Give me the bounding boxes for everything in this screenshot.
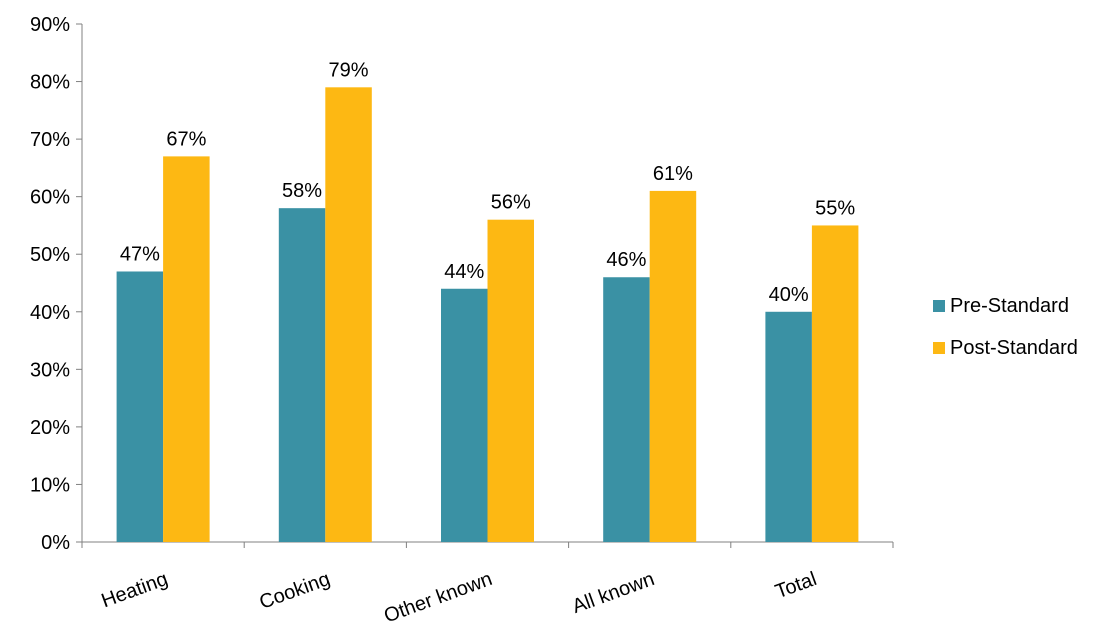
legend-swatch — [933, 342, 945, 354]
bars — [116, 87, 859, 543]
y-tick-label: 40% — [30, 302, 70, 324]
legend-label: Pre-Standard — [950, 295, 1069, 317]
bar-post-standard — [487, 219, 534, 542]
x-axis: Heating Cooking Other known All known Total — [81, 541, 894, 627]
y-tick-label: 10% — [30, 474, 70, 496]
y-tick-label: 60% — [30, 187, 70, 209]
bar-pre-standard — [441, 288, 488, 542]
y-tick-label: 20% — [30, 417, 70, 439]
bar-pre-standard — [116, 271, 164, 542]
data-label: 47% — [120, 243, 160, 265]
data-label: 58% — [282, 180, 322, 202]
y-axis: 0% 10% 20% 30% 40% 50% 60% 70% 80% 90% — [30, 14, 83, 554]
bar-post-standard — [649, 190, 697, 542]
bar-post-standard — [163, 156, 210, 542]
legend: Pre-Standard Post-Standard — [933, 295, 1078, 359]
data-label: 56% — [491, 192, 531, 214]
data-labels: 47% 58% 44% 46% 40% 67% 79% 56% 61% 55% — [120, 59, 856, 305]
y-tick-label: 30% — [30, 359, 70, 381]
x-category-label: All known — [569, 568, 657, 618]
data-label: 46% — [606, 249, 646, 271]
x-category-label: Total — [772, 568, 819, 603]
y-tick-label: 90% — [30, 14, 70, 36]
data-label: 79% — [329, 59, 369, 81]
bar-pre-standard — [278, 208, 326, 542]
bar-post-standard — [811, 225, 859, 542]
x-category-label: Cooking — [257, 568, 333, 614]
y-tick-label: 80% — [30, 72, 70, 94]
legend-label: Post-Standard — [950, 337, 1078, 359]
x-category-label: Other known — [381, 568, 495, 627]
legend-swatch — [933, 300, 945, 312]
bar-post-standard — [325, 87, 372, 543]
bar-pre-standard — [765, 311, 812, 542]
y-tick-label: 70% — [30, 129, 70, 151]
data-label: 40% — [769, 284, 809, 306]
data-label: 55% — [815, 197, 855, 219]
data-label: 44% — [444, 261, 484, 283]
y-tick-label: 0% — [41, 532, 70, 554]
data-label: 61% — [653, 163, 693, 185]
y-tick-label: 50% — [30, 244, 70, 266]
x-category-label: Heating — [99, 568, 171, 612]
bar-pre-standard — [603, 277, 650, 542]
data-label: 67% — [166, 128, 206, 150]
